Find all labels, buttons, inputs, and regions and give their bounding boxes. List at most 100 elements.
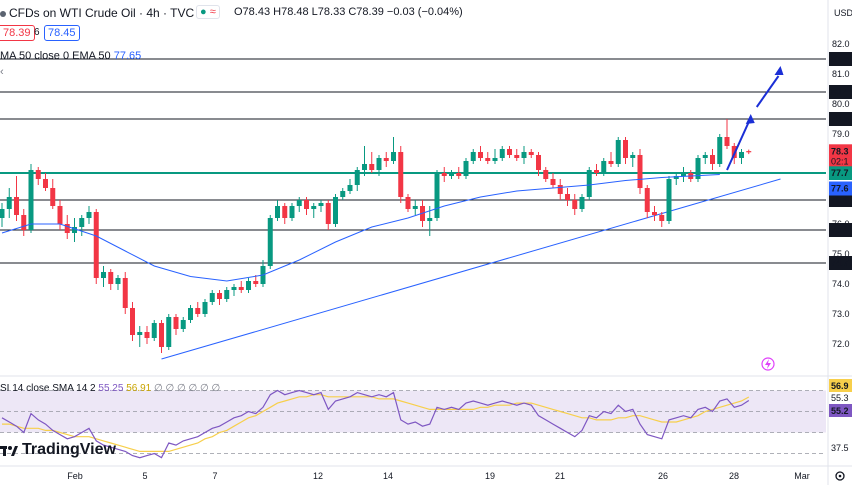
candle-down: [441, 173, 447, 176]
candle-down: [710, 155, 715, 164]
candle-up: [115, 278, 121, 284]
market-status-badge[interactable]: ● ≈: [196, 5, 220, 19]
ascending-trendline: [161, 178, 781, 360]
forecast-arrow-segment: [726, 121, 750, 171]
candle-up: [347, 185, 353, 191]
candle-down: [594, 170, 599, 173]
candle-down: [173, 317, 179, 329]
candle-down: [108, 272, 114, 284]
rsi-sma-legend-value: 56.91: [126, 383, 152, 394]
spread-value: 6: [34, 27, 40, 38]
ma-legend[interactable]: MA 50 close 0 EMA 50 77.65: [0, 50, 141, 62]
time-tick-label: 19: [485, 471, 495, 481]
gear-icon: [835, 471, 845, 481]
rsi-line: [1, 389, 750, 459]
price-tick-label: 73.0: [832, 309, 850, 319]
market-open-icon: ●: [200, 6, 207, 18]
candle-up: [586, 170, 592, 197]
candle-down: [659, 215, 665, 221]
tradingview-logo-icon: [0, 446, 18, 456]
candle-down: [325, 203, 331, 224]
candle-up: [137, 332, 143, 335]
candle-up: [521, 152, 527, 158]
candle-up: [340, 191, 346, 197]
candle-up: [362, 164, 367, 170]
time-tick-label: 26: [658, 471, 668, 481]
level-price-tag-text: 77.7: [831, 168, 849, 178]
candle-up: [246, 281, 251, 290]
candle-down: [405, 197, 411, 209]
time-tick-label: 5: [142, 471, 147, 481]
gear-icon-ring: [835, 471, 845, 481]
candle-down: [159, 323, 164, 347]
candles-group: [0, 119, 752, 353]
rsi-tick-label: 55.3: [831, 393, 849, 403]
level-price-tag: [829, 193, 852, 207]
forecast-arrow-segment: [755, 75, 780, 108]
candle-up: [463, 161, 469, 176]
level-price-tag-text: 75.8: [831, 225, 849, 235]
candle-down: [543, 170, 549, 179]
candle-up: [6, 197, 12, 209]
rsi-tick-label: 37.5: [831, 443, 849, 453]
ema50-line: [1, 174, 720, 282]
candle-down: [557, 185, 563, 194]
level-price-tag-text: 74.7: [831, 258, 849, 268]
candle-down: [93, 212, 99, 278]
candle-down: [507, 149, 512, 155]
time-tick-label: 7: [212, 471, 217, 481]
candle-up: [449, 173, 454, 176]
candle-up: [224, 290, 230, 299]
collapse-legend-chevron-icon[interactable]: ‹: [0, 66, 4, 78]
level-price-tag: [829, 85, 852, 99]
sell-button[interactable]: 78.39: [0, 25, 35, 41]
candle-up: [101, 272, 106, 278]
rsi-legend[interactable]: SI 14 close SMA 14 2 55.25 56.91 ∅ ∅ ∅ ∅…: [0, 383, 220, 394]
candle-up: [615, 140, 621, 164]
candle-up: [681, 173, 686, 176]
time-tick-label: Mar: [794, 471, 810, 481]
level-price-tag-text: 79.5: [831, 114, 849, 124]
candle-up: [630, 155, 636, 158]
candle-up: [470, 152, 476, 161]
candle-down: [565, 194, 570, 200]
candle-down: [304, 200, 309, 209]
price-axis-unit: USD: [834, 8, 852, 18]
candle-down: [528, 152, 534, 155]
price-tick-label: 72.0: [832, 339, 850, 349]
symbol-title[interactable]: CFDs on WTI Crude Oil · 4h · TVC: [0, 6, 194, 20]
lightning-icon-bolt: [765, 359, 771, 369]
level-price-tag: [829, 166, 852, 180]
candle-down: [282, 206, 288, 218]
candle-up: [579, 197, 585, 209]
rsi-legend-zeros: ∅ ∅ ∅ ∅ ∅ ∅: [154, 383, 221, 394]
candle-up: [601, 161, 607, 173]
price-tick-label: 80.0: [832, 99, 850, 109]
candle-up: [231, 287, 237, 290]
candle-down: [398, 152, 404, 197]
level-price-tag-text: 81.5: [831, 54, 849, 64]
candle-up: [72, 227, 77, 233]
candle-up: [289, 206, 295, 218]
level-price-tag: [829, 112, 852, 126]
candle-up: [180, 320, 186, 329]
candle-up: [717, 137, 723, 164]
candle-down: [644, 188, 650, 212]
gear-icon-hub: [838, 474, 842, 478]
rsi-sma-tag: [829, 379, 852, 392]
candle-up: [311, 206, 317, 209]
candle-down: [456, 173, 462, 176]
candle-down: [144, 332, 150, 338]
buy-button[interactable]: 78.45: [44, 25, 80, 41]
candle-down: [130, 308, 135, 335]
level-price-tag-text: 80.4: [831, 87, 849, 97]
tradingview-logo[interactable]: TradingView: [0, 441, 116, 459]
forecast-arrowhead: [745, 114, 755, 124]
candle-down: [623, 140, 628, 158]
rsi-tick-label: 56.9: [831, 381, 849, 391]
price-tick-label: 74.0: [832, 279, 850, 289]
lightning-icon-ring: [761, 357, 775, 371]
candle-up: [333, 197, 338, 224]
ma-price-tag: [829, 181, 852, 196]
